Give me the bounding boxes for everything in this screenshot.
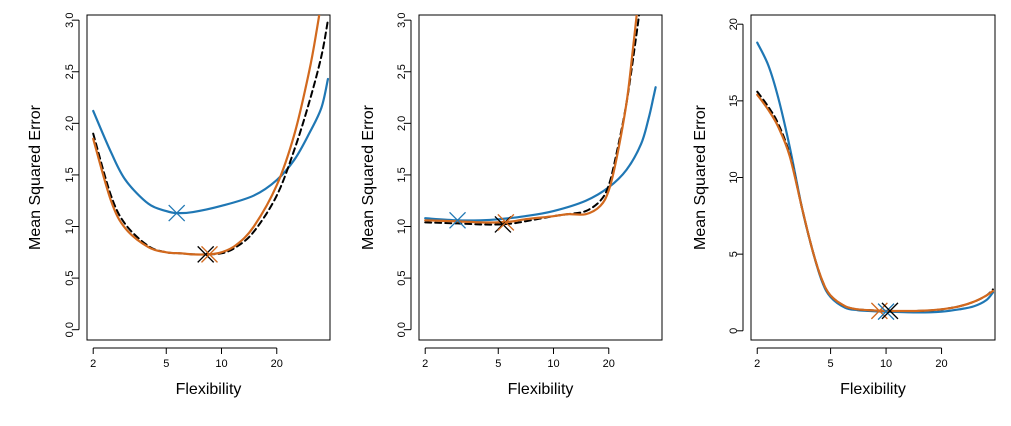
x-tick-label: 10 [215,358,227,370]
marker-test-min [168,204,186,222]
y-tick-label: 1.0 [64,219,76,234]
marker-true-min [197,245,215,263]
y-tick-label: 15 [728,95,740,107]
y-tick-label: 2.5 [64,64,76,79]
x-tick-label: 2 [422,358,428,370]
x-tick-label: 2 [754,358,760,370]
y-tick-label: 20 [728,18,740,30]
y-tick-label: 1.5 [64,167,76,182]
x-tick-label: 20 [271,358,283,370]
y-tick-label: 5 [728,251,740,257]
x-tick-label: 5 [828,358,834,370]
marker-test-min [449,211,466,229]
y-tick-label: 1.0 [396,219,408,234]
y-tick-label: 2.5 [396,64,408,79]
y-axis-title: Mean Squared Error [27,104,44,250]
x-axis-title: Flexibility [508,381,574,398]
panel-left: 2 5 10 20 0.0 0.5 1.0 1.5 2.0 2.5 3.0 Flexibility Me… [27,13,331,398]
x-tick-label: 10 [547,358,559,370]
marker-true-min [881,302,899,320]
x-axis-title: Flexibility [840,381,906,398]
marker-test-min [877,303,895,321]
y-tick-label: 3.0 [64,13,76,28]
y-tick-label: 10 [728,171,740,183]
y-tick-label: 0.5 [396,270,408,285]
plot-frame [750,14,996,341]
panel-middle: 2 5 10 20 0.0 0.5 1.0 1.5 2.0 2.5 3.0 Flexibility Me… [360,13,663,398]
x-tick-label: 20 [935,358,947,370]
series-train-line [92,15,321,256]
series-true-line [756,90,994,313]
y-tick-label: 0 [728,328,740,334]
y-axis-title: Mean Squared Error [692,104,709,250]
y-tick-label: 2.0 [64,116,76,131]
x-tick-label: 5 [495,358,501,370]
y-tick-label: 3.0 [396,13,408,28]
y-tick-label: 0.5 [64,270,76,285]
series-train-line [756,93,995,313]
y-tick-label: 2.0 [396,116,408,131]
x-tick-label: 2 [90,358,96,370]
series-test-line [756,41,995,314]
y-tick-label: 0.0 [64,322,76,337]
series-train-line [424,15,638,224]
y-tick-label: 1.5 [396,167,408,182]
x-axis-title: Flexibility [176,381,242,398]
x-tick-label: 10 [880,358,892,370]
y-tick-label: 0.0 [396,322,408,337]
series-test-line [92,77,330,215]
plot-frame [86,14,331,341]
series-test-line [424,86,657,222]
x-tick-label: 20 [603,358,615,370]
x-tick-label: 5 [163,358,169,370]
marker-train-min [497,213,515,231]
plot-frame [418,14,663,341]
marker-train-min [201,245,218,263]
panel-right: 2 5 10 20 0 5 10 15 20 Flexibility Mean Squared Er… [692,14,996,398]
y-axis-title: Mean Squared Error [360,104,377,250]
